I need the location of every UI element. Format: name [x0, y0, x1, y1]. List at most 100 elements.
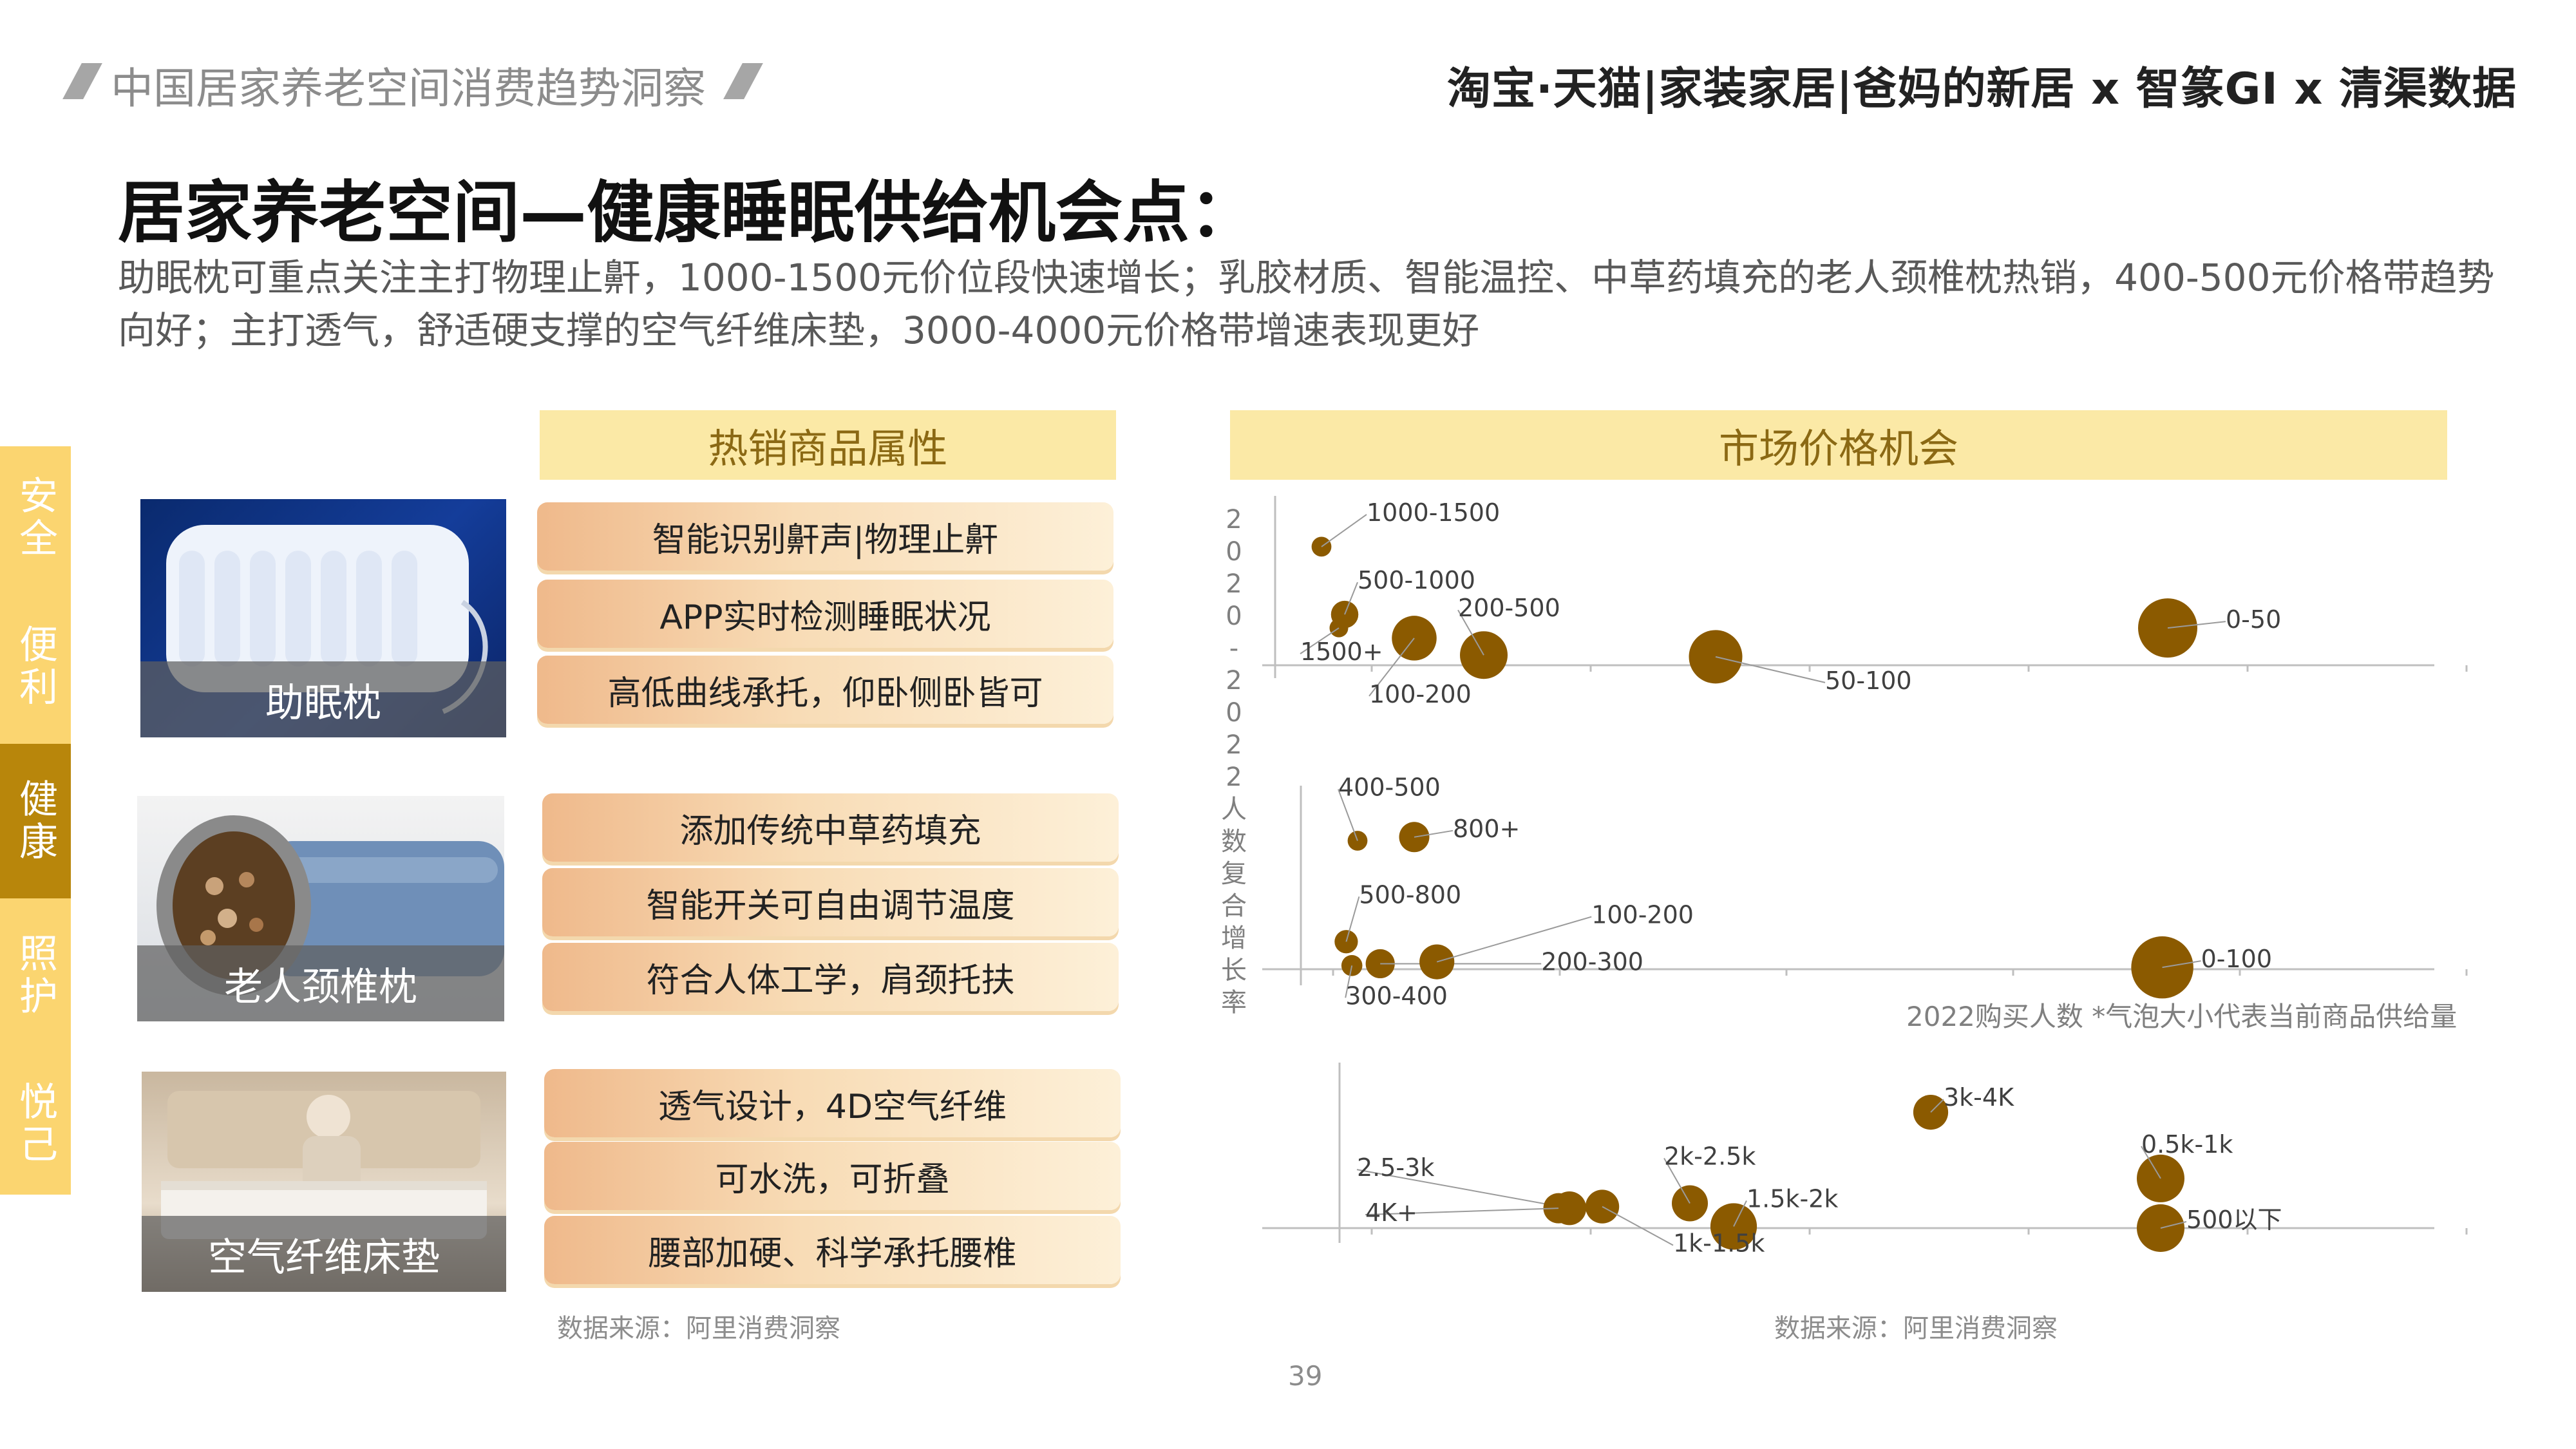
attribute-card: 腰部加硬、科学承托腰椎	[544, 1216, 1121, 1284]
bubble-leader-line	[1663, 1157, 1690, 1204]
bubble-leader-line	[1930, 1099, 1944, 1113]
attribute-card: 透气设计，4D空气纤维	[544, 1069, 1121, 1137]
attribute-card: 高低曲线承托，仰卧侧卧皆可	[537, 656, 1113, 724]
bubble	[2138, 598, 2197, 658]
pillow-illustration	[166, 525, 488, 714]
bubble-label: 1.5k-2k	[1747, 1184, 1838, 1213]
y-axis-label-char: 2	[1226, 569, 1242, 599]
bubble-leader-line	[1345, 965, 1353, 998]
bubble-label: 2k-2.5k	[1664, 1142, 1756, 1170]
bubble-label: 0-50	[2226, 605, 2281, 634]
report-title: 中国居家养老空间消费趋势洞察	[111, 64, 706, 113]
bubble-label: 100-200	[1369, 680, 1472, 708]
product-image-cervical-pillow: 老人颈椎枕	[137, 796, 504, 1021]
title-stripe-right	[723, 63, 763, 99]
bubble-leader-line	[1602, 1206, 1674, 1246]
bubble-panel-3: 3k-4K 0.5k-1k 500以下 2k-2.5k 1.5k-2k 2.5-3k 1k-…	[1262, 1063, 2468, 1258]
page-title: 居家养老空间—健康睡眠供给机会点：	[118, 173, 1257, 252]
bubble-panel-1: 1000-1500 500-1000 1500+ 100-200 200-500 50-1…	[1262, 496, 2468, 708]
attribute-card: 添加传统中草药填充	[542, 793, 1119, 862]
brand-line: 淘宝·天猫|家装家居|爸妈的新居 x 智篆GI x 清渠数据	[1446, 64, 2517, 115]
attribute-card: 符合人体工学，肩颈托扶	[542, 943, 1119, 1011]
y-axis-label-char: 长	[1221, 956, 1247, 985]
side-tab-care[interactable]: 照护	[0, 898, 71, 1053]
bubble-leader-line	[1715, 656, 1826, 683]
market-price-header: 市场价格机会	[1230, 410, 2447, 480]
bubble-leader-line	[1344, 582, 1358, 615]
bubble-leader-line	[1436, 916, 1592, 963]
y-axis-label-char: 增	[1221, 923, 1247, 953]
side-tab-self[interactable]: 悦己	[0, 1053, 71, 1195]
y-axis-label-char: 2	[1226, 762, 1242, 792]
product-label-sleep-pillow: 助眠枕	[140, 661, 506, 737]
y-axis-label-char: 人	[1221, 795, 1247, 824]
bubble-leader-line	[1733, 1200, 1747, 1227]
bubble-leader-line	[2141, 1146, 2161, 1179]
bubble-label: 800+	[1453, 815, 1520, 843]
bubble-leader-line	[1457, 609, 1484, 656]
y-axis-label-char: 数	[1221, 827, 1247, 857]
bubble-label: 2.5-3k	[1357, 1153, 1434, 1182]
hot-attributes-header: 热销商品属性	[540, 410, 1116, 480]
bubble-leader-line	[1338, 789, 1358, 841]
bubble	[1392, 616, 1437, 661]
bubble-leader-line	[1414, 829, 1454, 838]
bubble-label: 300-400	[1345, 981, 1448, 1010]
attribute-card: 可水洗，可折叠	[544, 1142, 1121, 1210]
bubble-label: 400-500	[1338, 773, 1441, 802]
bubble	[1334, 930, 1358, 954]
bubble-label: 500以下	[2186, 1206, 2282, 1234]
bubble	[1311, 536, 1332, 557]
page-subtitle: 助眠枕可重点关注主打物理止鼾，1000-1500元价位段快速增长；乳胶材质、智能…	[118, 256, 2495, 352]
left-data-source: 数据来源：阿里消费洞察	[557, 1314, 840, 1343]
bubble-panel-2: 400-500 800+ 500-800 300-400 200-300 100-200 0…	[1262, 773, 2468, 1010]
bubble-leader-line	[1321, 514, 1367, 547]
bubble-label: 0.5k-1k	[2141, 1130, 2233, 1159]
y-axis-label-char: 2	[1226, 666, 1242, 696]
attribute-card: 智能开关可自由调节温度	[542, 868, 1119, 936]
bubble-leader-line	[1368, 638, 1415, 697]
bubble-leader-line	[1300, 627, 1340, 654]
bubble-label: 1500+	[1300, 638, 1383, 666]
bubble-label: 50-100	[1825, 667, 1912, 695]
y-axis-label-char: 合	[1221, 891, 1247, 921]
bubble-label: 3k-4K	[1944, 1083, 2014, 1112]
bubble-leader-line	[1356, 1169, 1570, 1209]
product-label-cervical-pillow: 老人颈椎枕	[137, 945, 504, 1021]
chart-x-axis-label: 2022购买人数 *气泡大小代表当前商品供给量	[1906, 1001, 2457, 1032]
bubble-label: 500-800	[1359, 880, 1461, 909]
y-axis-label-char: 率	[1221, 988, 1247, 1018]
y-axis-label-char: -	[1229, 634, 1238, 663]
title-stripe-left	[62, 63, 102, 99]
attribute-card: APP实时检测睡眠状况	[537, 580, 1113, 648]
bubble	[1689, 630, 1743, 684]
bubble-leader-line	[2162, 960, 2201, 969]
y-axis-label-char: 0	[1226, 537, 1242, 567]
bubble-label: 100-200	[1591, 901, 1694, 929]
bubble-leader-line	[2167, 621, 2226, 629]
bubble-label: 0-100	[2201, 945, 2272, 973]
bubble-label: 1000-1500	[1367, 498, 1500, 527]
y-axis-label-char: 2	[1226, 505, 1242, 535]
bubble-label: 500-1000	[1358, 566, 1475, 594]
y-axis-label-char: 0	[1226, 698, 1242, 728]
product-label-air-fiber-mattress: 空气纤维床垫	[142, 1216, 506, 1292]
right-data-source: 数据来源：阿里消费洞察	[1774, 1314, 2058, 1343]
y-axis-label-char: 2	[1226, 730, 1242, 760]
bubble-leader-line	[2160, 1221, 2187, 1229]
page-number: 39	[1288, 1360, 1323, 1392]
side-tab-safety[interactable]: 安全	[0, 446, 71, 589]
y-axis-label-char: 复	[1221, 859, 1247, 889]
product-image-air-fiber-mattress: 空气纤维床垫	[142, 1072, 506, 1292]
bubble-label: 1k-1.5k	[1673, 1229, 1765, 1258]
bubble-label: 200-300	[1541, 947, 1643, 976]
bubble	[1399, 822, 1430, 853]
y-axis-label-char: 0	[1226, 601, 1242, 631]
attribute-card: 智能识别鼾声|物理止鼾	[537, 502, 1113, 571]
side-tab-convenience[interactable]: 便利	[0, 589, 71, 744]
bubble-leader-line	[1365, 1208, 1559, 1216]
side-tab-health[interactable]: 健康	[0, 744, 71, 898]
product-image-sleep-pillow: 助眠枕	[140, 499, 506, 737]
